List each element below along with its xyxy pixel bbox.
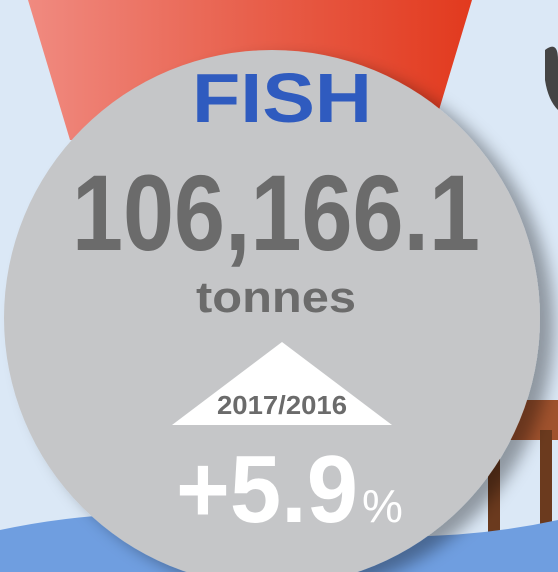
change-unit: % <box>362 480 403 532</box>
infographic: FISH 106,166.1 tonnes 2017/2016 +5.9 % <box>0 0 558 572</box>
title: FISH <box>192 59 372 137</box>
value: 106,166.1 <box>72 152 480 273</box>
unit: tonnes <box>196 273 356 322</box>
page: FISH 106,166.1 tonnes 2017/2016 +5.9 % (… <box>0 0 558 572</box>
change: +5.9 <box>176 436 358 543</box>
period: 2017/2016 <box>217 390 347 420</box>
